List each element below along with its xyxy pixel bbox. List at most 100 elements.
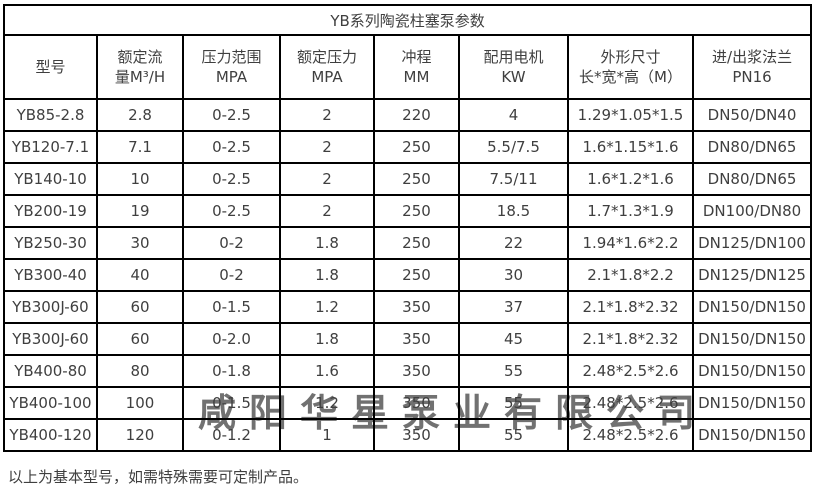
model-cell: YB400-120 (3, 418, 98, 452)
table-row: YB300J-60 60 0-2.0 1.8 350 45 2.1*1.8*2.32 DN15… (3, 322, 813, 356)
dimensions-cell: 1.7*1.3*1.9 (567, 194, 694, 228)
rated-pressure-cell: 1.8 (279, 258, 375, 292)
column-header-model: 型号 (3, 34, 98, 100)
model-cell: YB140-10 (3, 162, 98, 196)
stroke-cell: 250 (373, 258, 460, 292)
motor-power-cell: 30 (458, 258, 569, 292)
rated-pressure-cell: 2 (279, 130, 375, 164)
flange-cell: DN80/DN65 (691, 130, 813, 164)
motor-power-cell: 22 (458, 226, 569, 260)
rated-pressure-cell: 1.2 (279, 386, 375, 420)
stroke-cell: 220 (373, 98, 460, 132)
model-cell: YB200-19 (3, 194, 98, 228)
model-cell: YB300J-60 (3, 290, 98, 324)
flange-cell: DN100/DN80 (691, 194, 813, 228)
dimensions-cell: 2.48*2.5*2.6 (567, 354, 694, 388)
motor-power-cell: 55 (458, 386, 569, 420)
table-row: YB400-80 80 0-1.8 1.6 350 55 2.48*2.5*2.6 DN150… (3, 354, 813, 388)
rated-pressure-cell: 2 (279, 194, 375, 228)
rated-pressure-cell: 1 (279, 418, 375, 452)
rated-pressure-cell: 1.2 (279, 290, 375, 324)
rated-pressure-cell: 1.8 (279, 322, 375, 356)
motor-power-cell: 5.5/7.5 (458, 130, 569, 164)
pressure-range-cell: 0-2 (182, 258, 281, 292)
flange-cell: DN150/DN150 (691, 418, 813, 452)
stroke-cell: 350 (373, 418, 460, 452)
dimensions-cell: 1.6*1.2*1.6 (567, 162, 694, 196)
table-row: YB200-19 19 0-2.5 2 250 18.5 1.7*1.3*1.9 DN100/… (3, 194, 813, 228)
table-row: YB120-7.1 7.1 0-2.5 2 250 5.5/7.5 1.6*1.15*1.6… (3, 130, 813, 164)
rated-flow-cell: 60 (96, 290, 184, 324)
stroke-cell: 350 (373, 354, 460, 388)
flange-cell: DN150/DN150 (691, 290, 813, 324)
stroke-cell: 350 (373, 386, 460, 420)
column-header-motor-power: 配用电机 KW (458, 34, 569, 100)
table-row: YB400-120 120 0-1.2 1 350 55 2.48*2.5*2.6 DN150… (3, 418, 813, 452)
motor-power-cell: 55 (458, 418, 569, 452)
dimensions-cell: 1.29*1.05*1.5 (567, 98, 694, 132)
rated-pressure-cell: 1.6 (279, 354, 375, 388)
dimensions-cell: 2.48*2.5*2.6 (567, 386, 694, 420)
motor-power-cell: 55 (458, 354, 569, 388)
motor-power-cell: 45 (458, 322, 569, 356)
model-cell: YB85-2.8 (3, 98, 98, 132)
rated-flow-cell: 120 (96, 418, 184, 452)
pressure-range-cell: 0-2.5 (182, 194, 281, 228)
table-header-row: 型号 额定流 量M³/H 压力范围 MPA 额定压力 MPA 冲程 MM 配用电机 KW 外形尺寸 长*… (3, 34, 813, 100)
rated-flow-cell: 10 (96, 162, 184, 196)
table-row: YB300J-60 60 0-1.5 1.2 350 37 2.1*1.8*2.32 DN15… (3, 290, 813, 324)
flange-cell: DN150/DN150 (691, 322, 813, 356)
table-row: YB300-40 40 0-2 1.8 250 30 2.1*1.8*2.2 DN125/DN… (3, 258, 813, 292)
pressure-range-cell: 0-1.5 (182, 290, 281, 324)
pressure-range-cell: 0-2.5 (182, 130, 281, 164)
dimensions-cell: 1.94*1.6*2.2 (567, 226, 694, 260)
model-cell: YB400-80 (3, 354, 98, 388)
rated-flow-cell: 30 (96, 226, 184, 260)
table-title: YB系列陶瓷柱塞泵参数 (2, 4, 813, 36)
motor-power-cell: 18.5 (458, 194, 569, 228)
dimensions-cell: 1.6*1.15*1.6 (567, 130, 694, 164)
rated-pressure-cell: 2 (279, 98, 375, 132)
rated-flow-cell: 100 (96, 386, 184, 420)
table-row: YB250-30 30 0-2 1.8 250 22 1.94*1.6*2.2 DN125/D… (3, 226, 813, 260)
dimensions-cell: 2.48*2.5*2.6 (567, 418, 694, 452)
flange-cell: DN150/DN150 (691, 354, 813, 388)
column-header-stroke: 冲程 MM (373, 34, 460, 100)
rated-flow-cell: 7.1 (96, 130, 184, 164)
pressure-range-cell: 0-1.8 (182, 354, 281, 388)
table-row: YB85-2.8 2.8 0-2.5 2 220 4 1.29*1.05*1.5 DN50/D… (3, 98, 813, 132)
stroke-cell: 250 (373, 130, 460, 164)
model-cell: YB120-7.1 (3, 130, 98, 164)
flange-cell: DN125/DN100 (691, 226, 813, 260)
dimensions-cell: 2.1*1.8*2.32 (567, 322, 694, 356)
flange-cell: DN50/DN40 (691, 98, 813, 132)
pressure-range-cell: 0-1.2 (182, 418, 281, 452)
column-header-rated-flow: 额定流 量M³/H (96, 34, 184, 100)
dimensions-cell: 2.1*1.8*2.32 (567, 290, 694, 324)
motor-power-cell: 7.5/11 (458, 162, 569, 196)
table-title-row: YB系列陶瓷柱塞泵参数 (2, 4, 813, 36)
rated-flow-cell: 19 (96, 194, 184, 228)
table-row: YB400-100 100 0-1.5 1.2 350 55 2.48*2.5*2.6 DN1… (3, 386, 813, 420)
pressure-range-cell: 0-2 (182, 226, 281, 260)
motor-power-cell: 37 (458, 290, 569, 324)
pressure-range-cell: 0-2.5 (182, 162, 281, 196)
rated-pressure-cell: 1.8 (279, 226, 375, 260)
rated-flow-cell: 2.8 (96, 98, 184, 132)
model-cell: YB300-40 (3, 258, 98, 292)
pressure-range-cell: 0-1.5 (182, 386, 281, 420)
stroke-cell: 250 (373, 162, 460, 196)
stroke-cell: 350 (373, 290, 460, 324)
rated-flow-cell: 40 (96, 258, 184, 292)
flange-cell: DN80/DN65 (691, 162, 813, 196)
stroke-cell: 350 (373, 322, 460, 356)
column-header-flange: 进/出浆法兰 PN16 (691, 34, 813, 100)
motor-power-cell: 4 (458, 98, 569, 132)
rated-pressure-cell: 2 (279, 162, 375, 196)
column-header-dimensions: 外形尺寸 长*宽*高（M） (567, 34, 694, 100)
footnote-text: 以上为基本型号，如需特殊需要可定制产品。 (8, 468, 309, 486)
pressure-range-cell: 0-2.5 (182, 98, 281, 132)
stroke-cell: 250 (373, 194, 460, 228)
model-cell: YB250-30 (3, 226, 98, 260)
